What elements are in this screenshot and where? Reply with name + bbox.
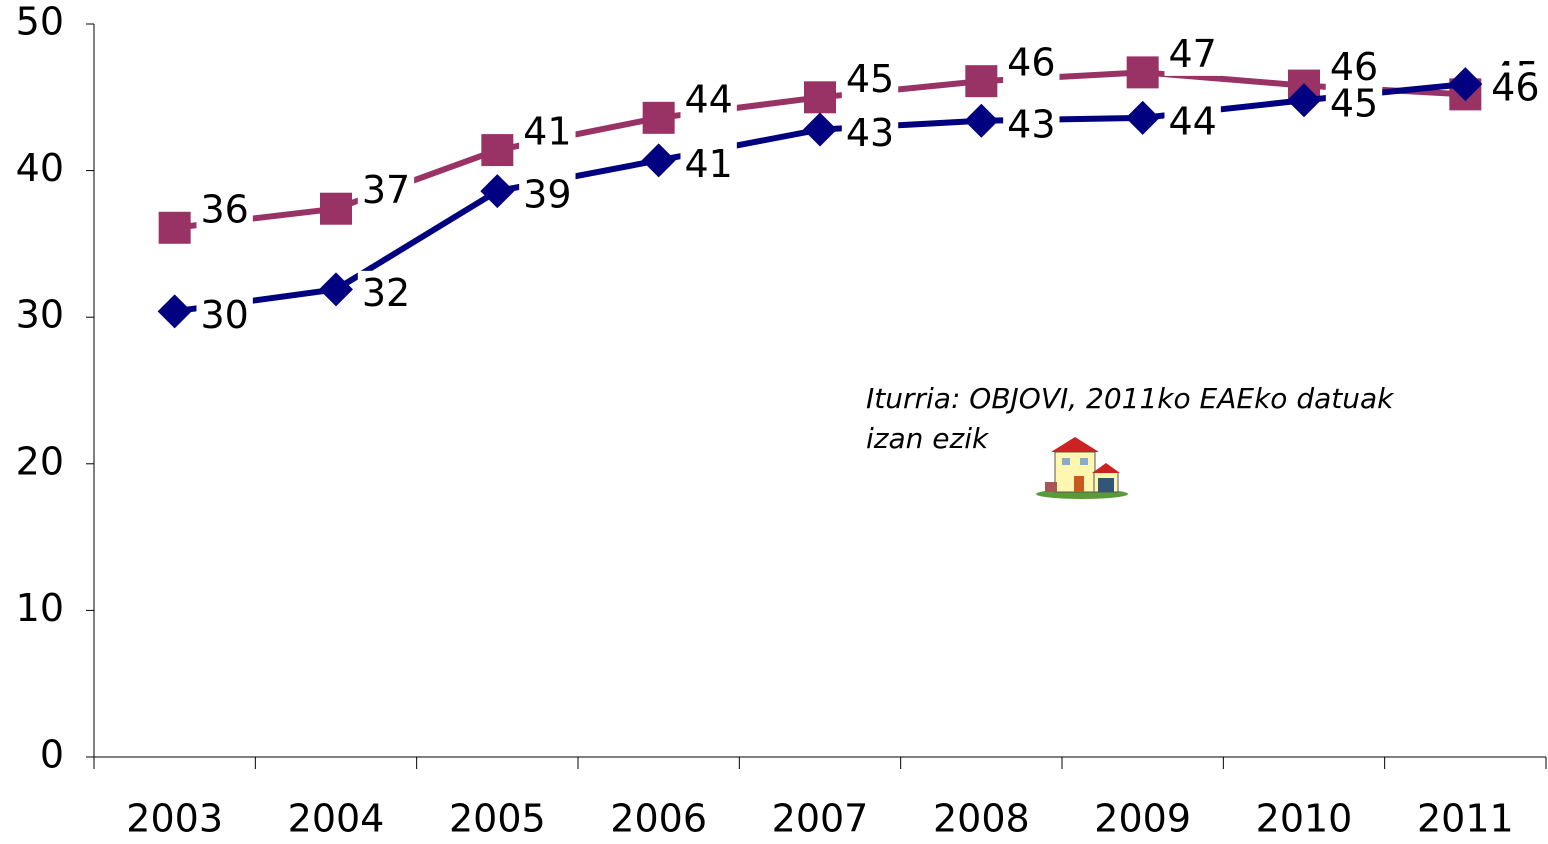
annotation: Iturria: OBJOVI, 2011ko EAEko datuak	[866, 382, 1395, 415]
y-tick-label: 20	[16, 439, 64, 483]
marker	[319, 272, 353, 307]
y-tick-label: 30	[16, 293, 64, 337]
data-label: 32	[362, 271, 410, 315]
data-label: 43	[1007, 102, 1055, 146]
label-bg	[519, 109, 576, 154]
data-label: 46	[1007, 41, 1055, 85]
marker	[804, 81, 836, 114]
marker	[1448, 67, 1483, 102]
label-bg	[1164, 31, 1221, 76]
x-tick-label: 2008	[933, 797, 1030, 841]
marker	[320, 192, 352, 225]
x-tick-label: 2006	[610, 797, 707, 841]
label-bg	[1325, 81, 1383, 126]
label-bg	[196, 292, 253, 337]
data-label: 36	[200, 187, 248, 231]
label-bg	[1164, 99, 1221, 144]
marker	[157, 294, 192, 329]
data-label: 37	[362, 168, 410, 212]
label-bg	[841, 56, 899, 101]
label-bg	[1003, 40, 1060, 85]
label-bg	[357, 168, 415, 213]
data-label: 43	[846, 111, 894, 155]
marker	[803, 112, 837, 147]
x-tick-label: 2004	[288, 797, 385, 841]
label-bg	[519, 172, 576, 217]
x-tick-label: 2010	[1256, 797, 1353, 841]
marker	[965, 65, 998, 98]
data-label: 44	[684, 77, 732, 121]
x-tick-label: 2003	[126, 797, 223, 841]
label-bg	[196, 187, 253, 232]
data-label: 46	[1491, 66, 1539, 110]
data-label: 45	[1330, 82, 1378, 126]
data-label: 39	[523, 173, 571, 217]
data-label: 44	[1168, 99, 1216, 143]
label-bg	[1487, 65, 1544, 110]
x-tick-label: 2007	[772, 797, 869, 841]
y-tick-label: 10	[16, 586, 64, 630]
x-tick-label: 2009	[1094, 797, 1191, 841]
annotation: izan ezik	[866, 422, 990, 455]
marker	[1287, 83, 1321, 118]
y-tick-label: 0	[40, 733, 64, 777]
x-tick-label: 2011	[1417, 797, 1514, 841]
marker	[964, 103, 999, 138]
house-icon	[1036, 437, 1128, 499]
label-bg	[841, 111, 899, 156]
x-tick-label: 2005	[449, 797, 546, 841]
marker	[642, 101, 675, 134]
y-tick-label: 40	[16, 146, 64, 190]
label-bg	[1003, 102, 1060, 147]
marker	[480, 174, 515, 209]
marker	[1125, 100, 1160, 135]
label-bg	[680, 77, 737, 122]
marker	[481, 134, 514, 167]
data-label: 41	[523, 110, 571, 154]
data-label: 45	[846, 57, 894, 101]
y-tick-label: 50	[16, 0, 64, 44]
data-label: 47	[1168, 32, 1216, 76]
marker	[158, 211, 191, 244]
marker	[1126, 56, 1159, 89]
data-label: 41	[684, 142, 732, 186]
label-bg	[680, 141, 737, 186]
data-label: 30	[200, 293, 248, 337]
label-bg	[357, 270, 415, 315]
marker	[641, 143, 676, 178]
